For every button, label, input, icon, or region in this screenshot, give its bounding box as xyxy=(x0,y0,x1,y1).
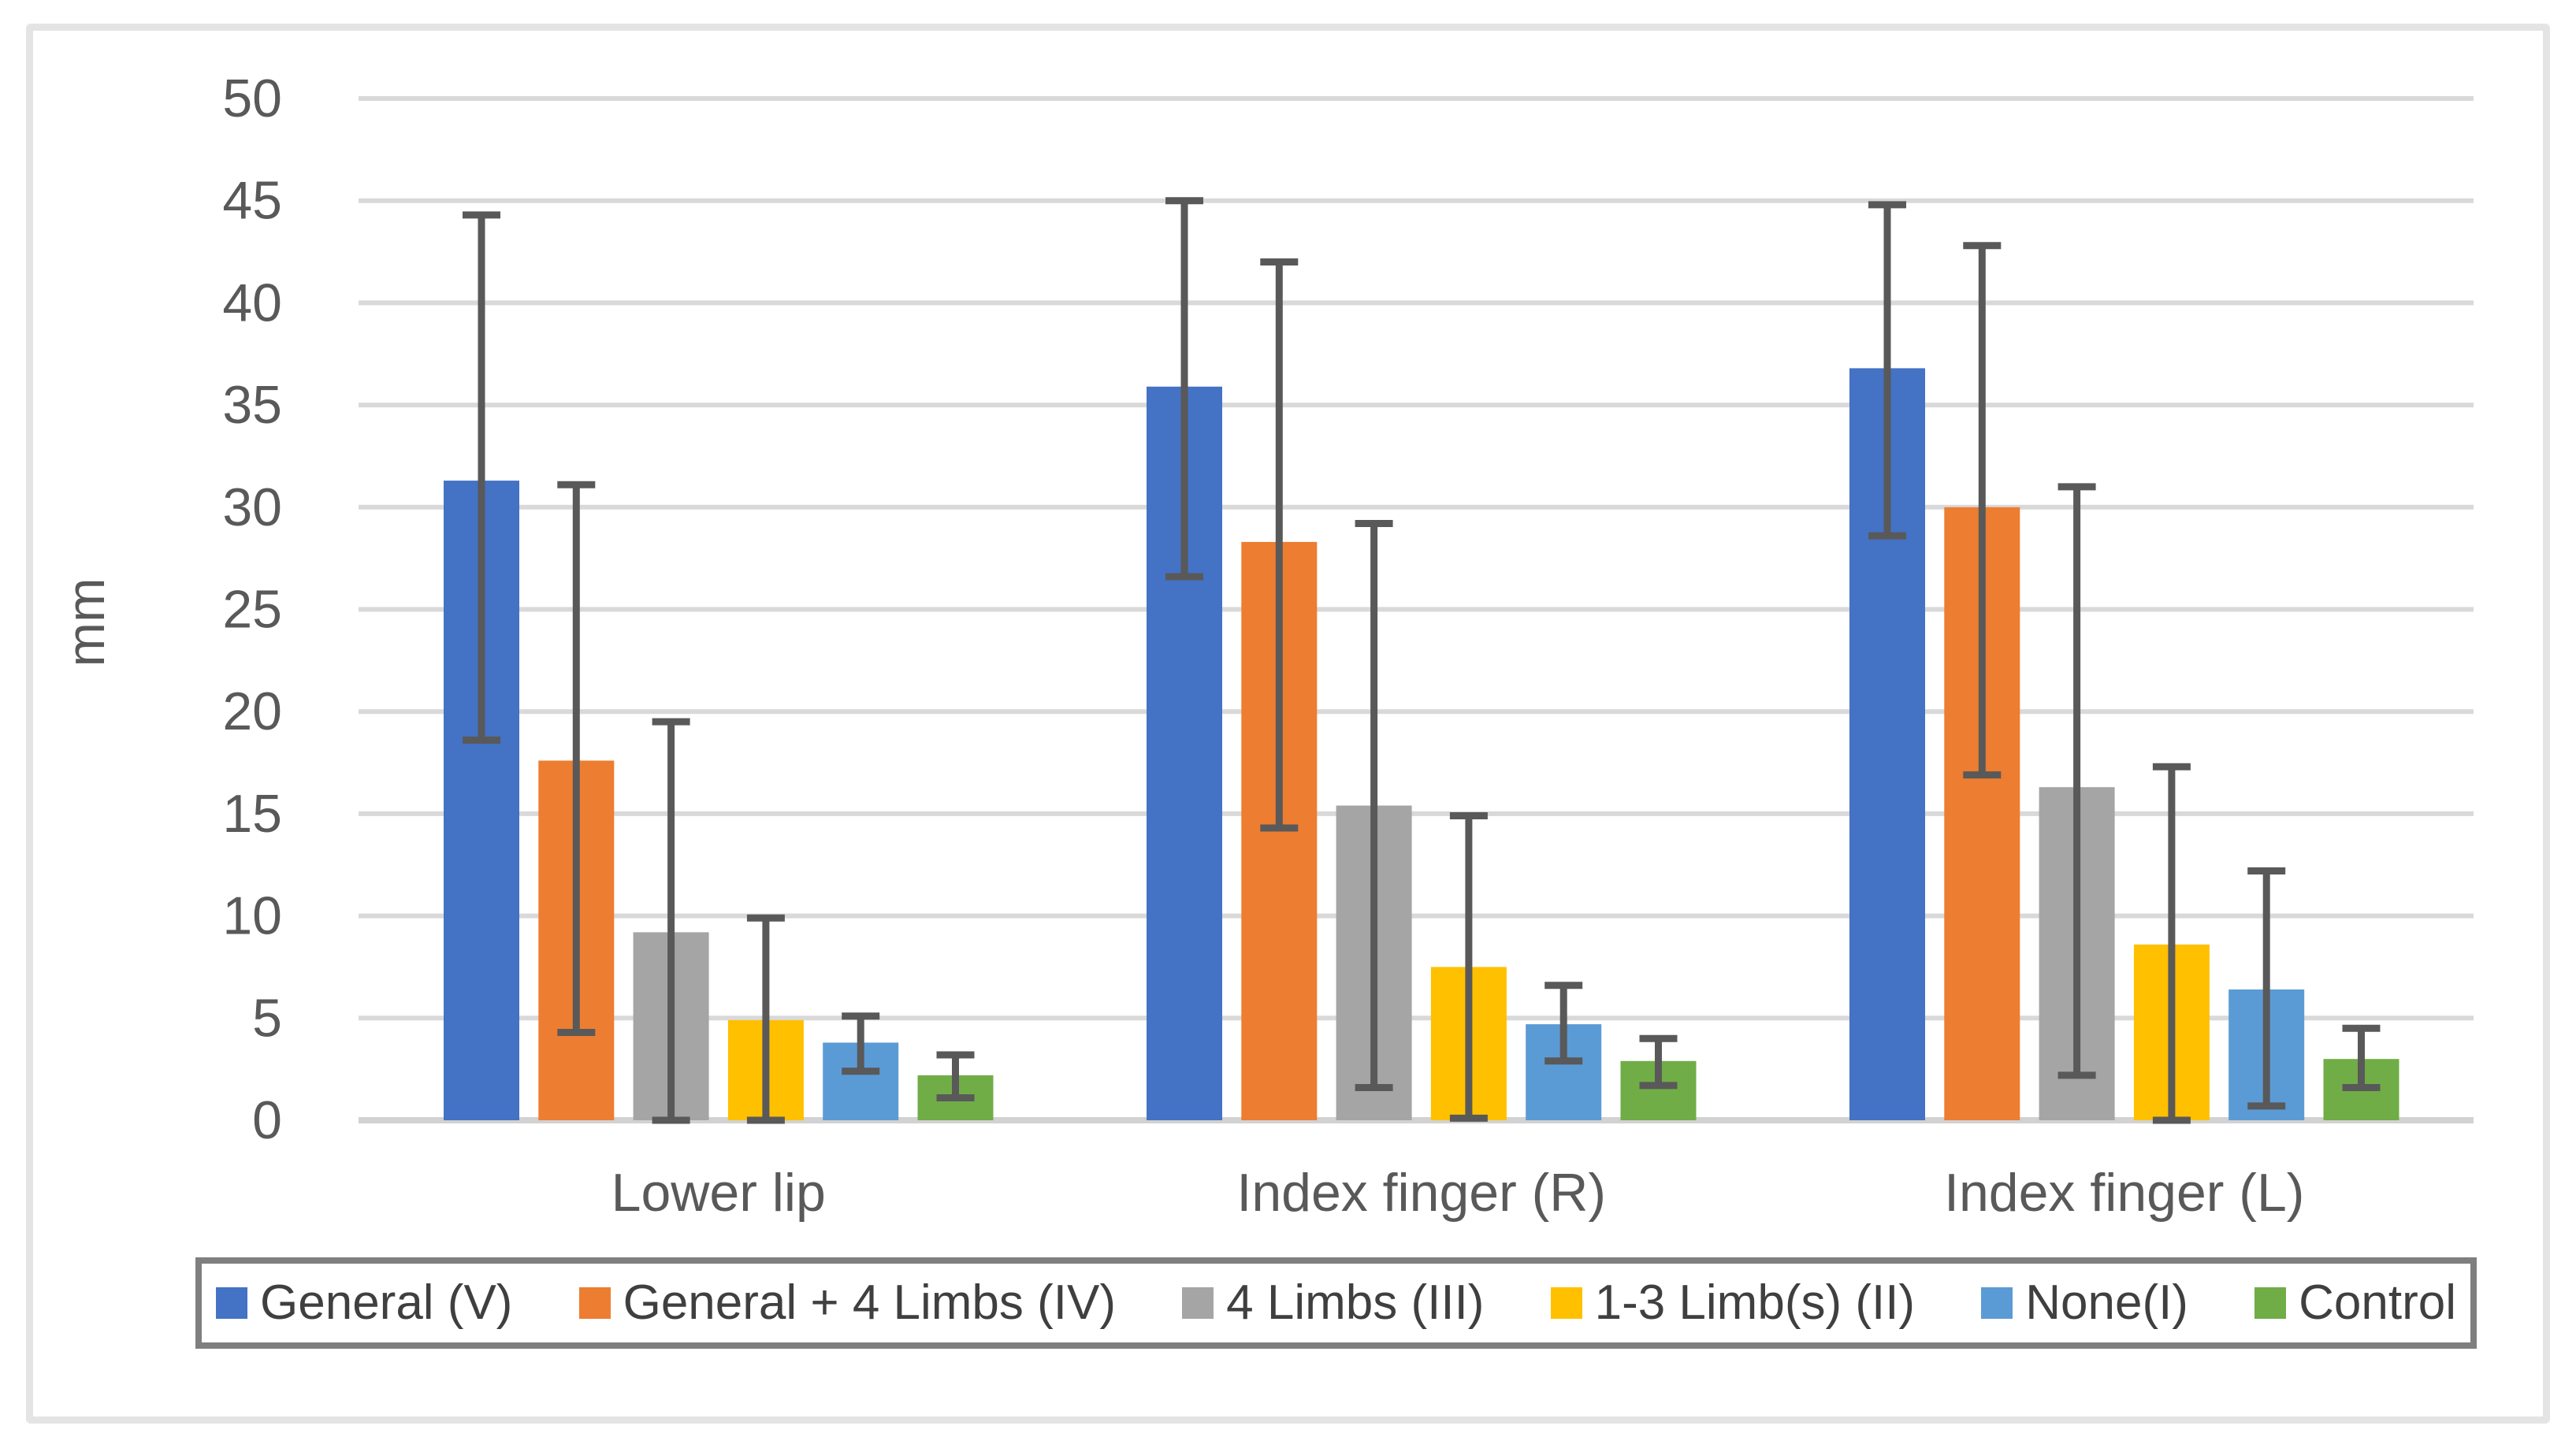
y-tick-label-45: 45 xyxy=(222,171,282,231)
y-tick-label-20: 20 xyxy=(222,681,282,741)
category-label-lower-lip: Lower lip xyxy=(611,1163,826,1223)
y-tick-label-10: 10 xyxy=(222,886,282,946)
legend-label: General + 4 Limbs (IV) xyxy=(623,1275,1117,1330)
legend-item-general-4-limbs-iv: General + 4 Limbs (IV) xyxy=(578,1275,1117,1330)
legend-label: General (V) xyxy=(260,1275,513,1330)
legend: General (V) General + 4 Limbs (IV) 4 Limbs… xyxy=(195,1257,2477,1349)
legend-swatch-1-3-limb-s-ii xyxy=(1550,1287,1582,1319)
y-tick-label-35: 35 xyxy=(222,375,282,435)
legend-label: Control xyxy=(2299,1275,2456,1330)
y-axis-title: mm xyxy=(56,577,116,666)
y-tick-label-5: 5 xyxy=(252,988,282,1048)
legend-label: None(I) xyxy=(2025,1275,2188,1330)
legend-item-4-limbs-iii: 4 Limbs (III) xyxy=(1182,1279,1484,1327)
legend-item-control: Control xyxy=(2254,1279,2456,1327)
legend-item-general-v: General (V) xyxy=(216,1279,512,1327)
category-label-index-finger-l: Index finger (L) xyxy=(1944,1163,2304,1223)
legend-item-none-i: None(I) xyxy=(1981,1279,2188,1327)
legend-item-1-3-limb-s-ii: 1-3 Limb(s) (II) xyxy=(1550,1275,1916,1330)
y-tick-label-30: 30 xyxy=(222,477,282,537)
legend-swatch-4-limbs-iii xyxy=(1182,1287,1214,1319)
legend-swatch-general-4-limbs-iv xyxy=(578,1287,611,1319)
y-tick-label-0: 0 xyxy=(252,1090,282,1150)
legend-swatch-general-v xyxy=(216,1287,247,1319)
legend-label: 4 Limbs (III) xyxy=(1226,1275,1485,1330)
y-tick-label-15: 15 xyxy=(222,784,282,844)
legend-swatch-control xyxy=(2254,1287,2287,1319)
category-label-index-finger-r: Index finger (R) xyxy=(1236,1163,1606,1223)
y-tick-label-50: 50 xyxy=(222,69,282,128)
legend-label: 1-3 Limb(s) (II) xyxy=(1594,1275,1916,1330)
y-tick-label-40: 40 xyxy=(222,273,282,332)
y-tick-label-25: 25 xyxy=(222,580,282,640)
legend-swatch-none-i xyxy=(1981,1287,2013,1319)
